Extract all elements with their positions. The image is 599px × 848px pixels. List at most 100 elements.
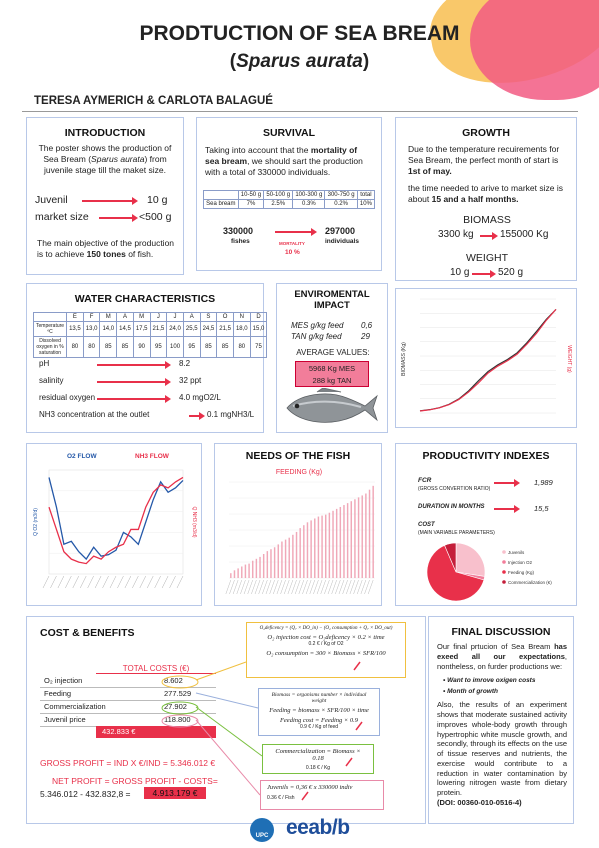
cost-row-divider — [40, 713, 216, 714]
intro-title: INTRODUCTION — [64, 127, 146, 139]
needs-title: NEEDS OF THE FISH — [245, 450, 351, 462]
cost-row-value: 27.902 — [164, 702, 187, 711]
feeding-chart-title: FEEDING (Kg) — [275, 469, 323, 476]
legend-entry: Injection O2 — [508, 560, 533, 565]
env-title: ENVIROMENTAL IMPACT — [294, 289, 370, 311]
arrow-icon — [189, 412, 205, 420]
table-cell: 24,5 — [199, 321, 218, 337]
table-cell: 25,5 — [182, 321, 201, 337]
feeding-bar — [368, 489, 371, 578]
market-value: <500 g — [139, 211, 172, 223]
feeding-bar — [244, 564, 247, 578]
feeding-bar — [281, 541, 283, 578]
cost-row-value: 118.800 — [164, 715, 191, 724]
tick-label — [80, 575, 87, 589]
avg-box: 5968 Kg MES 288 kg TAN — [295, 361, 369, 387]
table-cell: 2.5% — [263, 199, 294, 209]
table-header-cell: E — [66, 312, 84, 322]
tick-label — [236, 579, 242, 595]
table-cell: 85 — [199, 336, 218, 358]
tick-label — [273, 579, 279, 595]
tick-label — [305, 579, 312, 595]
feeding-bar — [350, 501, 353, 578]
table-cell: 18,0 — [232, 321, 251, 337]
cost-row-label: Feeding — [44, 689, 72, 698]
tick-label — [94, 575, 102, 589]
formula-o2-deficiency: O₂deficency = (Q₇ × DO_in) − (O₂ consump… — [259, 626, 393, 631]
survival-panel: SURVIVAL Taking into account that the mo… — [196, 117, 382, 271]
arrow-icon — [97, 361, 171, 369]
table-header-cell — [203, 190, 239, 200]
formula-feeding-box: Biomass = organisms number × individual … — [258, 688, 380, 736]
table-cell: 100 — [166, 336, 184, 358]
table-cell: 85 — [216, 336, 234, 358]
poster-title: PRODTUCTION OF SEA BREAM — [139, 22, 460, 45]
feeding-bar — [357, 497, 360, 578]
arrow-icon — [494, 479, 520, 487]
formula-feeding: Feeding = biomass × SFR/100 × time — [269, 707, 369, 714]
feeding-bar — [372, 485, 374, 578]
fcr-sub: (GROSS CONVERTION RATIO) — [418, 486, 491, 492]
net-profit-value: 4.913.179 € — [144, 787, 206, 799]
table-header-cell: 100-300 g — [292, 190, 326, 200]
end-count-label: individuals — [325, 238, 359, 245]
formula-o2-injection: O₂ injection cost = O₂deficency × 0.2 × … — [267, 634, 385, 641]
table-header-cell: F — [82, 312, 101, 322]
water-param-label: residual oxygen — [39, 393, 96, 402]
tick-label — [262, 579, 268, 595]
feeding-bar — [310, 520, 312, 578]
avg-label: AVERAGE VALUES: — [296, 348, 370, 357]
mortality-label: MORTALITY — [279, 241, 305, 246]
table-header-cell: S — [199, 312, 218, 322]
table-cell: 13,0 — [82, 321, 101, 337]
tick-label — [294, 579, 301, 595]
tan-value: 29 — [361, 332, 370, 341]
tick-label — [225, 579, 232, 595]
tick-label — [254, 579, 261, 595]
tick-label — [313, 579, 319, 595]
water-param-value: 32 ppt — [179, 376, 202, 385]
biomass-line — [419, 308, 557, 412]
tick-label — [298, 579, 305, 595]
feeding-chart — [225, 481, 375, 595]
sea-bream-fish-image — [286, 388, 378, 423]
final-p2: Also, the results of an experiment shows… — [437, 700, 567, 797]
juvenil-label: Juvenil — [35, 194, 68, 206]
tick-label — [42, 575, 50, 589]
tick-label — [360, 579, 367, 595]
tick-label — [309, 579, 315, 595]
feeding-bar — [332, 510, 334, 578]
feeding-bar — [354, 499, 356, 578]
formula-o2-box: O₂deficency = (Q₇ × DO_in) − (O₂ consump… — [246, 622, 406, 678]
table-header-cell: 10-50 g — [237, 190, 265, 200]
legend-entry: Feeding (Kg) — [508, 570, 535, 575]
biomass-label: BIOMASS — [463, 214, 511, 226]
o2-flow-label: O2 FLOW — [67, 453, 97, 460]
arrow-icon — [99, 214, 138, 222]
o2-axis-label: Q O2 (m3/d) — [33, 508, 39, 536]
tick-label — [342, 579, 348, 595]
table-header-cell: total — [356, 190, 376, 200]
growth-title: GROWTH — [462, 127, 510, 139]
table-cell: 0.2% — [324, 199, 358, 209]
tick-label — [335, 579, 341, 595]
tick-label — [57, 575, 65, 589]
feeding-bar — [266, 551, 269, 578]
tick-label — [346, 579, 352, 595]
eeabb-logo: eeab/b — [286, 816, 350, 839]
cost-row-label: Commercialization — [44, 702, 106, 711]
mortality-value: 10 % — [285, 249, 300, 256]
arrow-icon — [275, 228, 317, 236]
tick-label — [316, 579, 323, 595]
feeding-bar — [295, 531, 298, 578]
tick-label — [176, 575, 184, 589]
table-header-cell: M — [99, 312, 118, 322]
cost-pie-chart: Juvenils Injection O2 Feeding (Kg) Commerci… — [426, 542, 552, 602]
start-count-label: fishes — [231, 238, 250, 245]
cost-row-divider — [40, 687, 216, 688]
final-title: FINAL DISCUSSION — [451, 626, 551, 638]
feeding-bar — [277, 544, 280, 578]
formula-biomass: Biomass = organisms number × individual … — [271, 692, 367, 704]
tick-label — [169, 575, 176, 589]
arrow-icon — [480, 232, 498, 240]
